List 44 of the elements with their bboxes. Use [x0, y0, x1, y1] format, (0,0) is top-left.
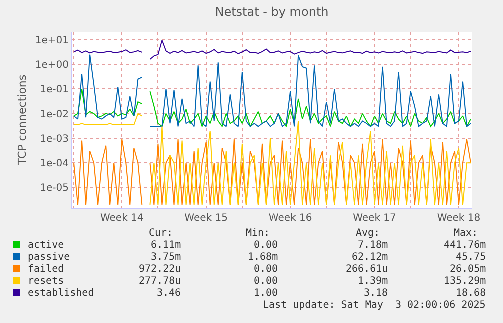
text: 1.68m: [248, 252, 278, 263]
y-tick-label: 1e-02: [40, 109, 69, 120]
text: Avg:: [356, 228, 380, 239]
text: 972.22u: [139, 264, 182, 275]
text: 1.39m: [358, 276, 388, 287]
text: 3.18: [364, 288, 388, 299]
y-axis-title: TCP connections: [16, 74, 30, 166]
x-tick-label: Week 16: [268, 213, 312, 224]
x-tick-label: Week 14: [100, 213, 144, 224]
x-tick-label: Week 15: [184, 213, 228, 224]
text: 1.00: [254, 288, 278, 299]
text: 266.61u: [346, 264, 388, 275]
legend-label: resets: [28, 276, 64, 287]
text: 0.00: [254, 276, 278, 287]
text: Max:: [454, 228, 478, 239]
y-tick-label: 1e-04: [40, 158, 69, 170]
legend-label: active: [28, 240, 64, 251]
x-tick-label: Week 18: [437, 213, 481, 224]
text: 0.00: [254, 240, 278, 251]
text: 62.12m: [352, 252, 388, 263]
text: 135.29m: [444, 276, 486, 287]
text: 18.68: [456, 288, 486, 299]
text: 441.76m: [444, 240, 486, 251]
text: Min:: [246, 228, 270, 239]
y-tick-label: 1e+01: [35, 35, 69, 46]
text: 45.75: [456, 252, 486, 263]
y-tick-label: 1e+00: [35, 60, 69, 72]
text: Cur:: [149, 228, 174, 239]
x-tick-label: Week 17: [353, 213, 396, 224]
chart-title: Netstat - by month: [215, 5, 329, 20]
text: 7.18m: [358, 240, 388, 251]
legend-label: established: [28, 288, 94, 299]
legend-label: failed: [28, 264, 64, 275]
y-tick-label: 1e-05: [40, 183, 69, 194]
legend-label: passive: [28, 252, 70, 263]
text: 277.78u: [139, 276, 182, 287]
text: 3.75m: [151, 252, 182, 263]
text: 6.11m: [151, 240, 182, 251]
y-tick-label: 1e-03: [40, 134, 69, 145]
text: 3.46: [157, 288, 182, 299]
y-tick-label: 1e-01: [40, 84, 69, 96]
text: 0.00: [254, 264, 278, 275]
text: Last update: Sat May 3 02:00:06 2025: [263, 300, 486, 311]
text: 26.05m: [450, 264, 486, 275]
